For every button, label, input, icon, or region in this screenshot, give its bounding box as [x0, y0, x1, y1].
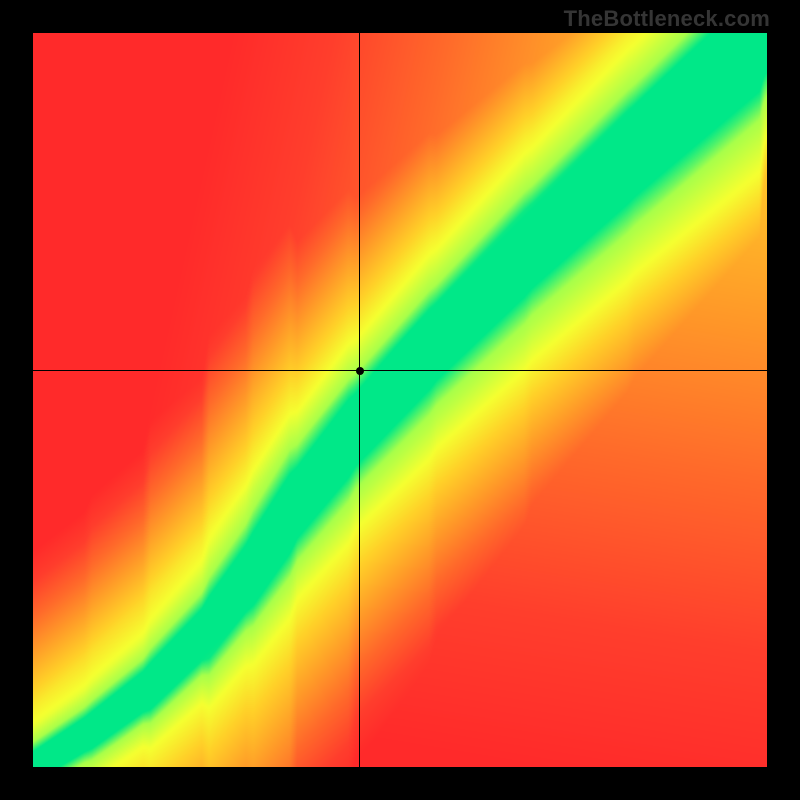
heatmap-canvas [33, 33, 767, 767]
chart-root: TheBottleneck.com [0, 0, 800, 800]
crosshair-vertical [359, 33, 360, 767]
heatmap-plot [33, 33, 767, 767]
data-point-marker [356, 367, 364, 375]
crosshair-horizontal [33, 370, 767, 371]
watermark-text: TheBottleneck.com [564, 6, 770, 32]
